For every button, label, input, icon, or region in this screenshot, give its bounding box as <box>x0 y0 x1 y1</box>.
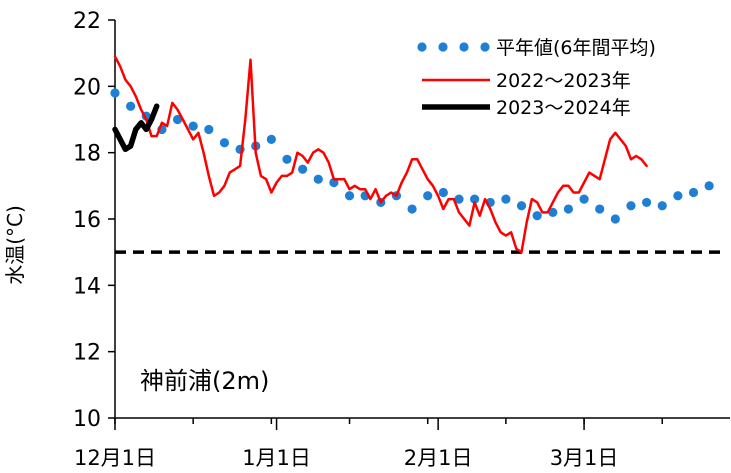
legend-dot-marker <box>438 42 448 52</box>
x-tick-label: 12月1日 <box>74 446 156 470</box>
normal-year-point <box>704 181 714 191</box>
normal-year-point <box>610 214 620 224</box>
x-tick-label: 1月1日 <box>242 446 311 470</box>
legend-dot-marker <box>459 42 469 52</box>
normal-year-point <box>470 194 480 204</box>
normal-year-point <box>688 187 699 198</box>
x-tick-label: 2月1日 <box>404 446 473 470</box>
normal-year-point <box>266 134 276 144</box>
normal-year-point <box>188 121 198 131</box>
legend-label: 2023～2024年 <box>496 97 631 119</box>
y-axis: 10 12 14 16 18 20 22 <box>73 9 116 432</box>
series-line-2022-2023 <box>113 55 648 254</box>
normal-year-point <box>579 194 589 204</box>
y-tick-label: 20 <box>73 75 101 100</box>
y-tick-label: 12 <box>73 341 101 366</box>
normal-year-point <box>407 204 417 214</box>
legend: 平年値(6年間平均) 2022～2023年 2023～2024年 <box>417 37 656 119</box>
normal-year-point <box>673 191 683 201</box>
normal-year-point <box>110 88 120 98</box>
legend-dot-marker <box>480 42 490 52</box>
series-line-2023-2024 <box>112 103 160 153</box>
normal-year-point <box>548 207 558 217</box>
legend-dot-marker <box>417 42 427 52</box>
normal-year-point <box>298 164 308 174</box>
y-axis-title: 水温(°C) <box>3 205 27 285</box>
normal-year-point <box>172 114 183 125</box>
x-axis: 12月1日 1月1日 2月1日 3月1日 <box>74 417 730 470</box>
normal-year-point <box>516 201 527 211</box>
normal-year-point <box>532 211 542 221</box>
normal-year-point <box>501 194 511 204</box>
normal-year-point <box>563 204 574 214</box>
series-layer <box>110 55 714 254</box>
normal-year-point <box>595 204 605 214</box>
y-tick-label: 22 <box>73 9 101 34</box>
normal-year-point <box>204 124 214 135</box>
y-tick-label: 18 <box>73 142 101 167</box>
station-annotation: 神前浦(2m) <box>140 367 269 395</box>
legend-label: 2022～2023年 <box>496 70 631 92</box>
x-tick-label: 3月1日 <box>550 446 619 470</box>
y-tick-label: 10 <box>73 407 101 432</box>
normal-year-point <box>454 194 464 204</box>
y-tick-label: 14 <box>73 274 101 299</box>
normal-year-point <box>219 138 230 148</box>
normal-year-point <box>344 191 355 201</box>
normal-year-point <box>282 154 292 164</box>
normal-year-point <box>438 187 448 198</box>
normal-year-point <box>642 197 652 208</box>
legend-label: 平年値(6年間平均) <box>496 37 656 59</box>
normal-year-point <box>626 201 636 211</box>
normal-year-point <box>313 174 323 184</box>
y-tick-label: 16 <box>73 208 101 233</box>
normal-year-point <box>423 191 433 201</box>
normal-year-point <box>657 201 667 211</box>
normal-year-point <box>126 101 136 111</box>
